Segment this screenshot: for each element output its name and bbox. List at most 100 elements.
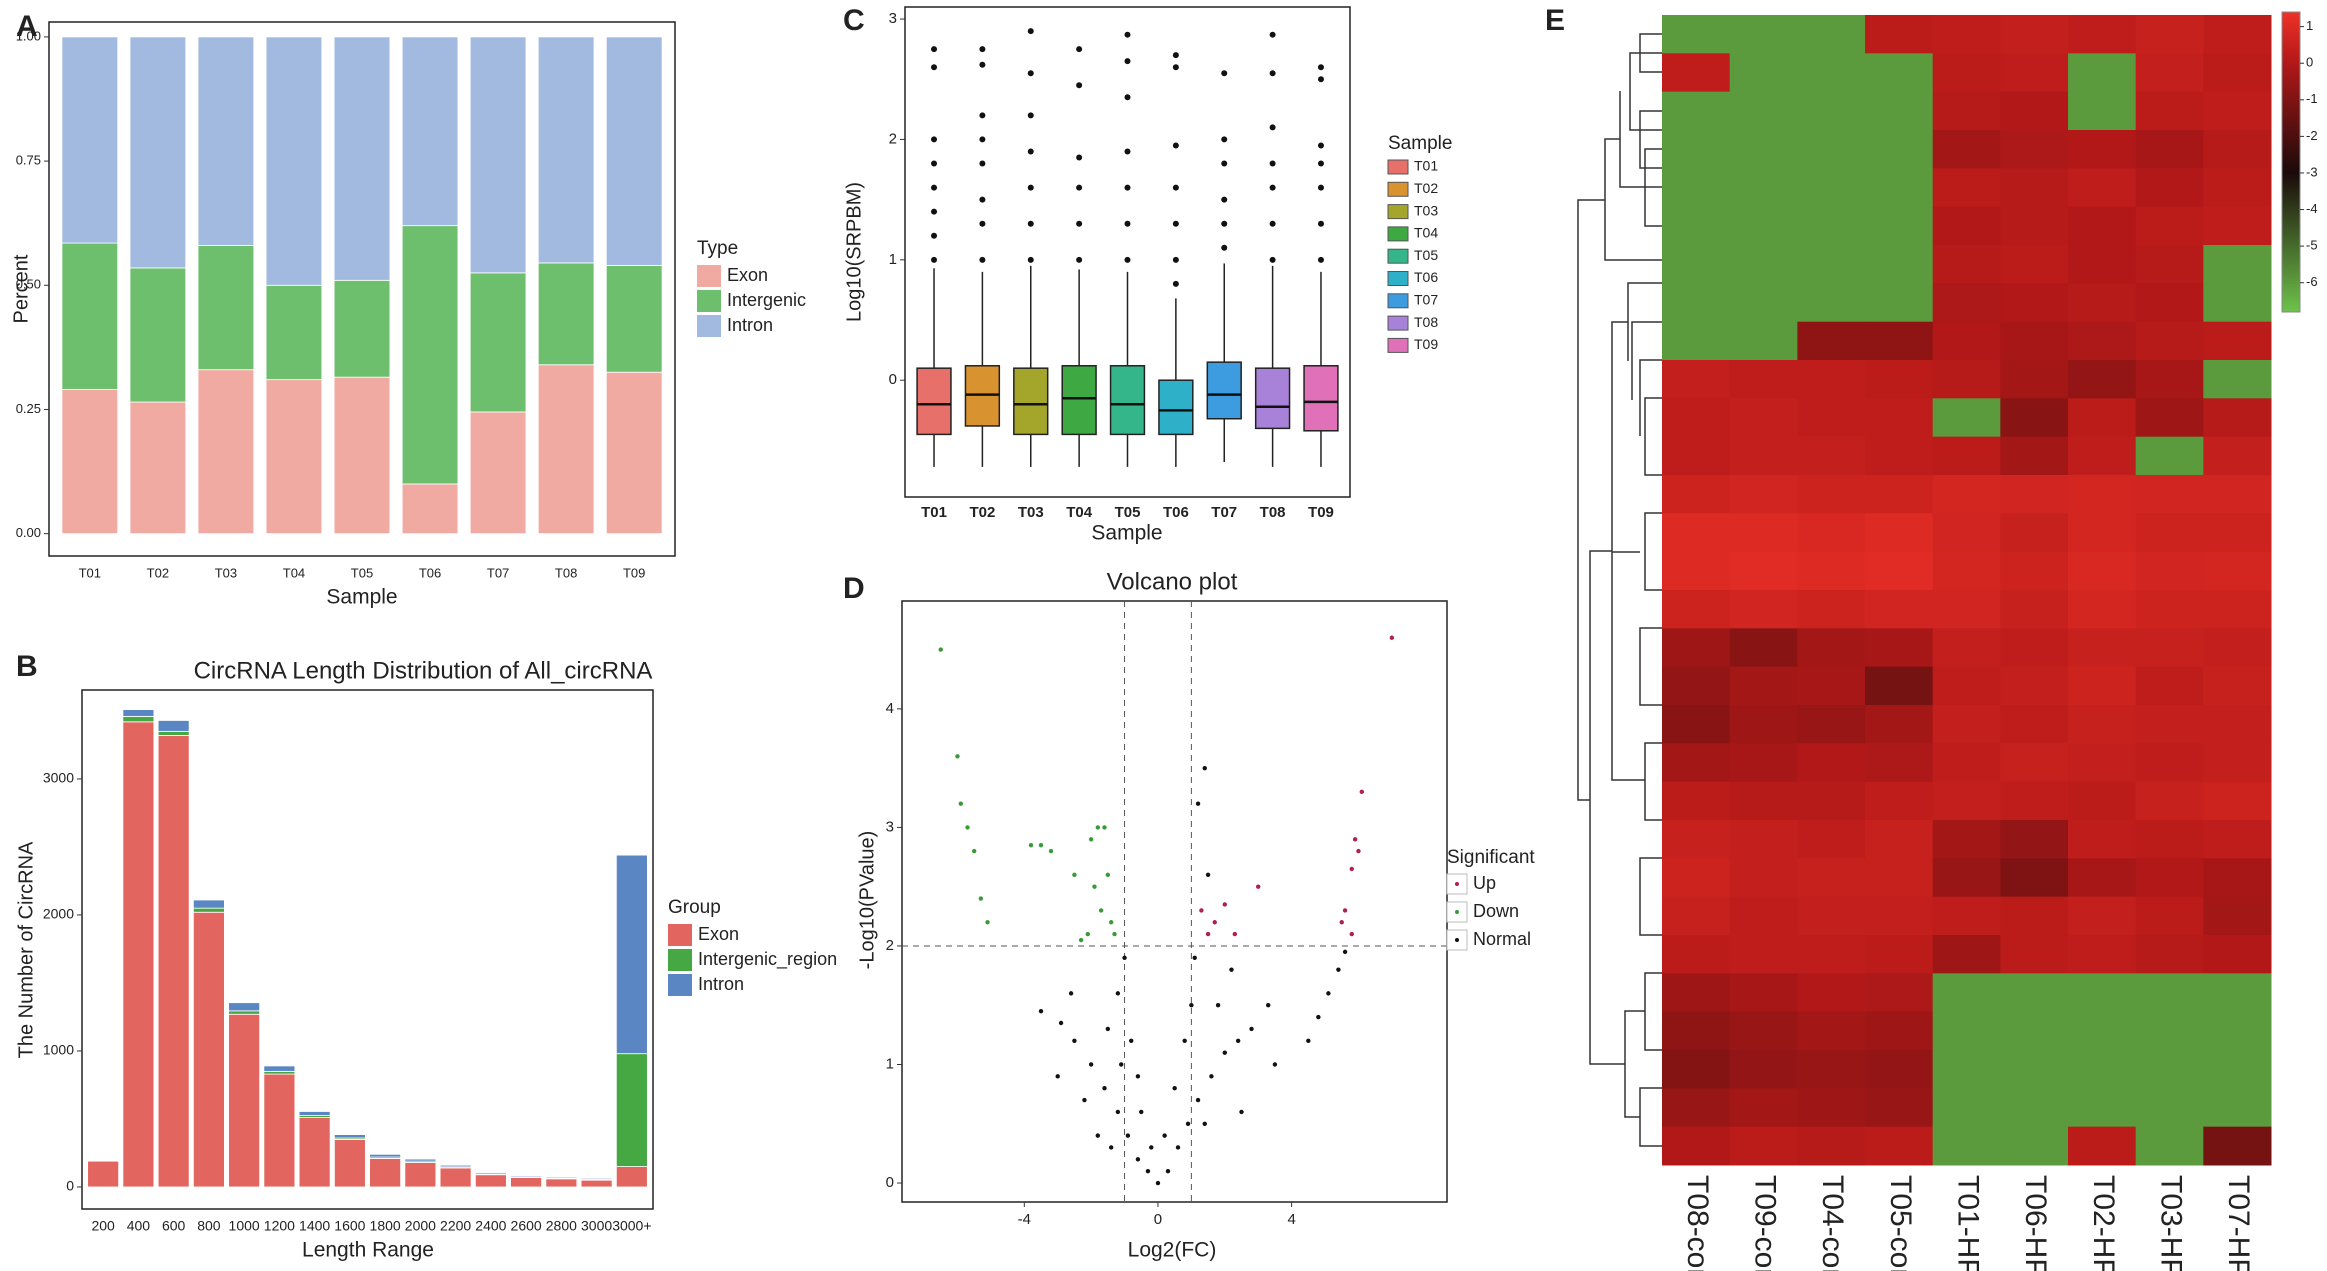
heatmap-cell <box>2000 130 2069 169</box>
point <box>1316 1014 1321 1020</box>
heatmap-cell <box>1932 820 2001 859</box>
heatmap-cell <box>1797 628 1866 668</box>
heatmap-cell <box>2000 781 2069 821</box>
heatmap-cell <box>1797 15 1866 54</box>
point <box>1078 937 1084 943</box>
heatmap-cell <box>2203 206 2272 246</box>
heatmap-cell <box>2135 1050 2204 1089</box>
heatmap-cell <box>1797 91 1866 131</box>
bar-segment <box>615 1053 648 1167</box>
heatmap-cell <box>2068 590 2137 629</box>
point <box>1115 991 1121 996</box>
bar-segment <box>469 411 527 535</box>
x-tick-label: T05 <box>351 565 373 580</box>
point <box>1229 967 1234 972</box>
heatmap-cell <box>1729 398 1798 438</box>
y-tick-label: 0.50 <box>16 277 41 292</box>
point <box>1058 1020 1064 1026</box>
heatmap-cell <box>1662 53 1731 93</box>
point <box>955 754 960 759</box>
heatmap-cell <box>1932 858 2001 898</box>
heatmap-cell <box>1932 666 2001 706</box>
heatmap-cell <box>1932 1126 2001 1166</box>
outlier <box>979 112 986 119</box>
heatmap-cell <box>2203 360 2272 399</box>
heatmap-cell <box>2068 1126 2137 1166</box>
bar-segment <box>263 1070 296 1075</box>
heatmap-cell <box>1662 513 1731 553</box>
outlier <box>1124 31 1131 38</box>
x-tick-label: 2400 <box>475 1218 506 1234</box>
heatmap-cell <box>1662 858 1731 898</box>
heatmap-cell <box>2068 321 2137 361</box>
heatmap-cell <box>2068 551 2137 591</box>
x-tick-label: T03 <box>215 565 237 580</box>
heatmap-cell <box>1797 436 1866 476</box>
heatmap-cell <box>1932 321 2001 361</box>
panel-label: A <box>16 10 38 43</box>
x-tick-label: T02 <box>147 565 169 580</box>
heatmap-cell <box>2203 666 2272 706</box>
x-tick-label: T08 <box>555 565 577 580</box>
x-tick-label: T07 <box>1211 504 1237 521</box>
x-tick-label: T04 <box>1066 504 1093 521</box>
x-tick-label: 3000+ <box>612 1218 651 1234</box>
bar-segment <box>87 1159 120 1161</box>
heatmap-cell <box>1729 15 1798 54</box>
box <box>1158 379 1194 436</box>
bar-segment <box>439 1164 472 1168</box>
heatmap-cell <box>2068 705 2137 744</box>
heatmap-cell <box>2068 781 2137 821</box>
panel-label: B <box>16 650 38 683</box>
point <box>1256 884 1261 889</box>
legend-swatch <box>1387 159 1409 175</box>
outlier <box>1172 220 1179 227</box>
heatmap-cell <box>1932 705 2001 744</box>
heatmap-cell <box>1662 551 1731 591</box>
y-tick-label: 2 <box>889 130 897 147</box>
heatmap-cell <box>2135 858 2204 898</box>
x-tick-label: 1600 <box>334 1218 365 1234</box>
outlier <box>979 220 986 227</box>
column-label: T02-HF <box>2087 1175 2120 1271</box>
legend-label: Exon <box>727 265 768 285</box>
y-axis-label: The Number of CircRNA <box>15 841 37 1058</box>
point <box>1145 1168 1151 1174</box>
x-axis-label: Sample <box>326 586 397 609</box>
point <box>1202 765 1207 771</box>
bar-segment <box>469 36 527 274</box>
point <box>1129 1038 1134 1043</box>
heatmap-cell <box>1932 15 2001 54</box>
x-tick-label: T02 <box>969 504 995 521</box>
point <box>1232 931 1238 937</box>
y-tick-label: 0.25 <box>16 401 41 416</box>
legend-swatch <box>697 315 721 337</box>
heatmap-cell <box>1932 91 2001 131</box>
heatmap-cell <box>2203 513 2272 553</box>
y-tick-label: 0 <box>66 1178 74 1194</box>
outlier <box>979 61 986 68</box>
legend-title: Significant <box>1447 847 1535 868</box>
point <box>1095 825 1101 830</box>
bar-segment <box>401 483 459 535</box>
heatmap-cell <box>1797 935 1866 974</box>
y-tick-label: 1.00 <box>16 28 41 43</box>
x-tick-label: T01 <box>79 565 101 580</box>
point <box>1326 991 1331 996</box>
box <box>916 367 952 436</box>
heatmap-cell <box>1662 168 1731 208</box>
heatmap-cell <box>1865 475 1934 514</box>
heatmap-cell <box>1662 935 1731 974</box>
heatmap-cell <box>1932 475 2001 514</box>
heatmap-cell <box>2068 15 2137 54</box>
heatmap-cell <box>1729 743 1798 783</box>
heatmap-cell <box>2203 820 2272 859</box>
colorbar-label: 0 <box>2306 55 2313 70</box>
heatmap-cell <box>2135 245 2204 284</box>
heatmap-cell <box>2068 168 2137 208</box>
outlier <box>1027 112 1034 119</box>
legend-swatch <box>697 265 721 287</box>
heatmap-cell <box>1865 206 1934 246</box>
heatmap-cell <box>1729 130 1798 169</box>
heatmap-cell <box>1865 551 1934 591</box>
